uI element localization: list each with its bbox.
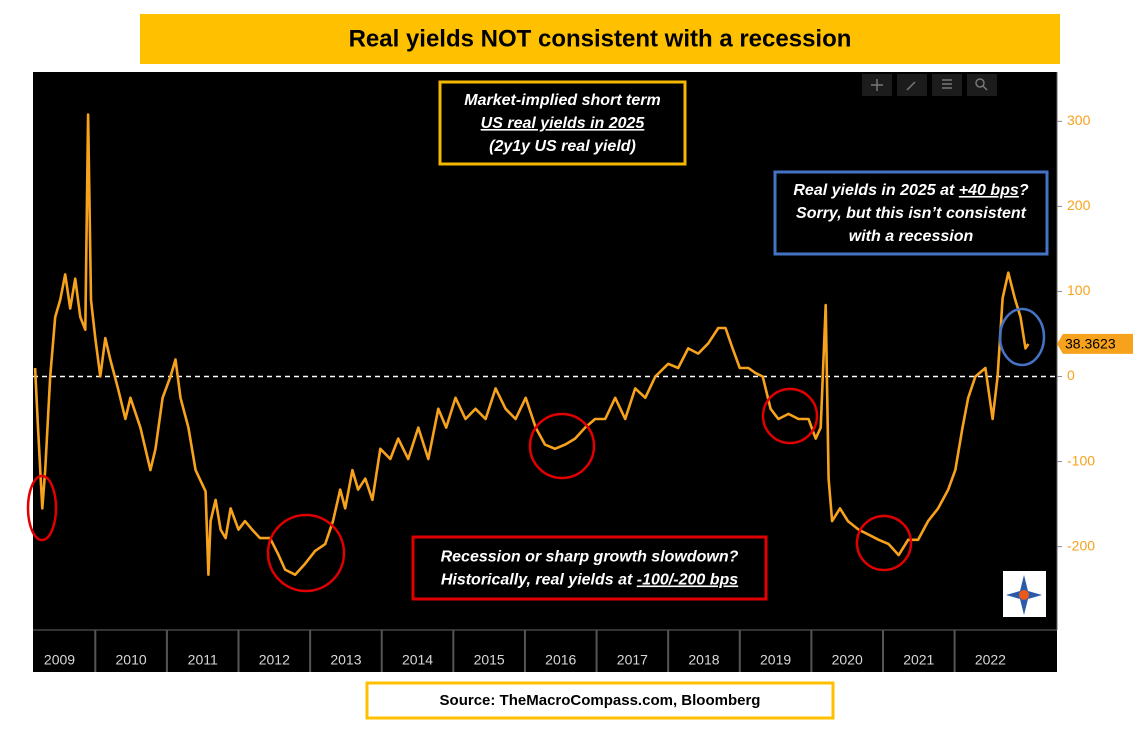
x-tick-label: 2021 [903, 652, 934, 668]
x-tick-label: 2013 [330, 652, 361, 668]
annotation-segment: ? [1019, 182, 1029, 199]
annotation-text: Recession or sharp growth slowdown? [441, 549, 739, 566]
highlight-circles [26, 307, 1046, 593]
highlight-circle [266, 513, 346, 593]
title-banner [140, 14, 1060, 64]
tool-icon [871, 79, 883, 91]
annotation-box [411, 535, 768, 601]
annotation-segment: with a recession [849, 228, 974, 245]
source: Source: TheMacroCompass.com, Bloomberg [440, 692, 761, 709]
marks: -200 -100 0 100 200 300 2009 2010 2011 2012 2013 20… [33, 112, 1095, 672]
annotation-segment: (2y1y US real yield) [489, 138, 636, 155]
annotation-text: Market-implied short term [464, 92, 660, 109]
y-tick-label: -200 [1067, 537, 1095, 553]
tool-button[interactable] [967, 74, 997, 96]
data-line [33, 113, 1030, 576]
annotation-text: with a recession [849, 228, 974, 245]
annotation-text: Historically, real yields at -100/-200 b… [441, 572, 738, 589]
tool-icon [975, 78, 985, 88]
highlight-circle [855, 514, 913, 572]
annotation-segment: Historically, real yields at [441, 572, 637, 589]
highlight-circle [26, 474, 58, 542]
annotation-text: (2y1y US real yield) [489, 138, 636, 155]
x-tick-label: 2015 [474, 652, 505, 668]
y-tick-label: -100 [1067, 452, 1095, 468]
x-tick-label: 2011 [188, 652, 218, 668]
tool-icon [982, 85, 988, 91]
x-tick-label: 2018 [688, 652, 719, 668]
highlight-circle [998, 307, 1046, 367]
x-tick-label: 2022 [975, 652, 1006, 668]
highlight-circle [761, 387, 819, 445]
x-tick-label: 2012 [259, 652, 290, 668]
x-tick-label: 2010 [116, 652, 147, 668]
annotation-segment: US real yields in 2025 [481, 115, 646, 132]
x-tick-label: 2009 [44, 652, 75, 668]
annotation-text: Real yields in 2025 at +40 bps? [793, 182, 1028, 199]
last-value-tag [1057, 333, 1133, 354]
annotation-text: Sorry, but this isn’t consistent [796, 205, 1027, 222]
x-tick-label: 2017 [617, 652, 648, 668]
y-tick-label: 200 [1067, 197, 1091, 213]
annotation-segment: -100/-200 bps [637, 572, 738, 589]
x-tick-label: 2020 [832, 652, 863, 668]
annotation-segment: +40 bps [959, 182, 1019, 199]
annotation-text: US real yields in 2025 [481, 115, 646, 132]
annotation-segment: Sorry, but this isn’t consistent [796, 205, 1027, 222]
annotation-box [773, 170, 1049, 256]
highlight-circle [528, 412, 596, 480]
annotation-segment: Market-implied short term [464, 92, 660, 109]
logo-mark [1019, 590, 1029, 600]
annotation-box [438, 80, 687, 166]
last-value-label: 38.3623 [1065, 336, 1116, 352]
x-tick-label: 2014 [402, 652, 433, 668]
x-tick-label: 2019 [760, 652, 791, 668]
source-box [365, 681, 835, 720]
tool-icon [906, 81, 916, 91]
tool-button[interactable] [932, 74, 962, 96]
y-tick-label: 100 [1067, 282, 1091, 298]
x-tick-label: 2016 [545, 652, 576, 668]
annotation-segment: Real yields in 2025 at [793, 182, 958, 199]
toolbar [862, 74, 997, 96]
y-tick-label: 300 [1067, 112, 1091, 128]
chart-title: Real yields NOT consistent with a recess… [349, 25, 852, 52]
y-tick-label: 0 [1067, 367, 1075, 383]
logo [1003, 571, 1046, 617]
tool-icon [942, 79, 952, 89]
annotation-segment: Recession or sharp growth slowdown? [441, 549, 739, 566]
